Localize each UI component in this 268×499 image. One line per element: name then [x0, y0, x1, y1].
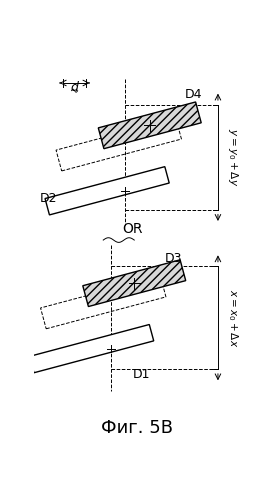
Polygon shape [29, 324, 154, 373]
Text: D4: D4 [185, 88, 202, 101]
Text: D2: D2 [40, 192, 57, 205]
Text: D1: D1 [133, 368, 150, 381]
Text: OR: OR [123, 222, 143, 237]
Text: $y=y_0+\Delta y$: $y=y_0+\Delta y$ [226, 128, 240, 187]
Polygon shape [98, 102, 201, 149]
Text: D3: D3 [165, 252, 183, 265]
Text: d: d [71, 81, 79, 94]
Polygon shape [45, 167, 169, 215]
Text: $x=x_0+\Delta x$: $x=x_0+\Delta x$ [226, 289, 240, 347]
Text: Фиг. 5В: Фиг. 5В [101, 419, 173, 437]
Polygon shape [83, 260, 186, 306]
